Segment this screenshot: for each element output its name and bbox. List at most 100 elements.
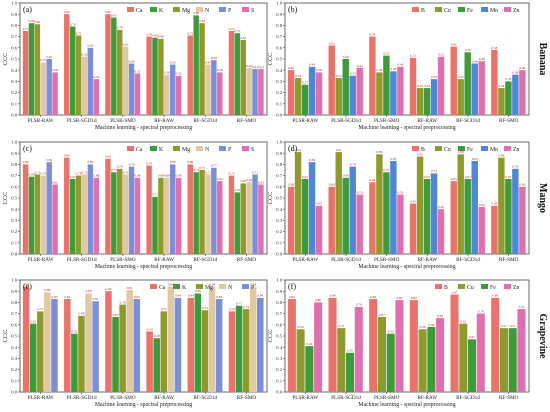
bar-K-RF-RAW — [152, 37, 158, 115]
bar-P-PLSR-RAW — [46, 59, 52, 115]
bar-S-PLSR-RAW — [52, 72, 58, 115]
x-tick-label: PLSR-SMO — [374, 257, 400, 263]
bar-Ca-PLSR-RAW — [22, 286, 30, 392]
bar-Ca-RF-SGD1d — [187, 35, 193, 116]
data-label: 0.70 — [228, 171, 234, 175]
bar-Zn-PLSR-RAW — [315, 205, 323, 254]
y-tick-label: 0.8 — [276, 23, 282, 28]
y-tick-label: 0.0 — [11, 252, 17, 257]
bar-N-RF-RAW — [164, 74, 170, 115]
y-tick-label: 0.3 — [11, 356, 17, 361]
bar-Mg-PLSR-SMO — [117, 29, 123, 116]
bar-N-PLSR-SMO — [126, 290, 133, 392]
data-label: 0.68 — [164, 174, 170, 178]
legend-swatch-N — [196, 146, 203, 151]
x-tick-label: RF-RAW — [417, 257, 437, 263]
x-tick-label: RF-SGD1d — [456, 118, 480, 124]
data-label: 0.40 — [438, 205, 444, 209]
y-tick-label: 0.2 — [276, 90, 282, 95]
data-label: 0.56 — [298, 325, 304, 329]
bar-B-PLSR-SMO — [369, 36, 376, 115]
data-label: 0.41 — [306, 342, 312, 346]
bar-Zn-RF-SMO — [519, 70, 526, 115]
legend-label-Cu: Cu — [444, 147, 451, 153]
data-label: 0.67 — [302, 175, 308, 179]
bar-Fe-RF-SGD1d — [464, 178, 471, 254]
bar-Ca-RF-RAW — [146, 165, 152, 254]
bar-Ca-PLSR-SGD1d — [64, 157, 70, 254]
data-label: 0.35 — [176, 72, 182, 76]
bar-S-PLSR-RAW — [52, 184, 58, 254]
data-label: 0.67 — [505, 175, 511, 179]
y-tick-label: 0.1 — [11, 240, 17, 245]
bar-Mg-RF-SMO — [240, 183, 246, 254]
data-label: 0.82 — [29, 19, 35, 23]
bar-K-PLSR-SGD1d — [69, 26, 76, 115]
data-label: 0.73 — [383, 168, 389, 172]
legend-label-P: P — [228, 8, 231, 14]
bar-P-RF-SMO — [252, 69, 258, 115]
data-label: 0.89 — [193, 11, 199, 15]
bar-Cu-PLSR-SMO — [376, 72, 383, 115]
bar-Cu-PLSR-RAW — [296, 329, 305, 392]
y-tick-label: 0.1 — [11, 101, 17, 106]
bar-B-RF-SGD1d — [450, 294, 459, 392]
bar-Fe-RF-SGD1d — [464, 52, 471, 115]
data-label: 0.90 — [105, 10, 111, 14]
data-label: 0.45 — [205, 60, 211, 64]
bar-N-PLSR-SMO — [122, 46, 129, 115]
data-label: 0.68 — [176, 174, 182, 178]
bar-N-PLSR-RAW — [44, 292, 51, 392]
bar-Mn-PLSR-RAW — [308, 162, 316, 254]
y-tick-label: 0.5 — [276, 196, 282, 201]
bar-B-RF-SGD1d — [450, 46, 457, 115]
bar-Cu-RF-SMO — [499, 328, 508, 392]
data-label: 0.36 — [512, 70, 518, 74]
legend-swatch-Ca — [127, 7, 134, 12]
bar-K-RF-SMO — [234, 192, 241, 254]
legend-swatch-Cu — [435, 146, 442, 151]
data-label: 0.67 — [113, 313, 119, 317]
data-label: 0.57 — [501, 324, 507, 328]
bar-Zn-PLSR-SMO — [397, 194, 404, 254]
data-label: 0.91 — [127, 286, 133, 290]
bar-Cu-PLSR-SMO — [376, 154, 383, 254]
legend-swatch-S — [242, 146, 249, 151]
data-label: 0.69 — [29, 173, 35, 177]
data-label: 0.33 — [295, 74, 301, 78]
x-tick-label: RF-SMO — [237, 118, 257, 124]
bar-N-PLSR-SGD1d — [81, 56, 88, 115]
bar-Cu-RF-SGD1d — [459, 323, 468, 392]
data-label: 0.81 — [93, 297, 99, 301]
data-label: 0.60 — [288, 183, 294, 187]
bar-Fe-PLSR-SMO — [386, 333, 395, 392]
panel-d: 0.0 0.1 0.2 0.3 0.4 0.5 0.6 0.7 0.8 0.9 1.0 CCC 0.60… — [267, 140, 530, 270]
legend-label-Fe: Fe — [490, 285, 496, 291]
bar-Cu-RF-SMO — [498, 88, 505, 115]
bar-Zn-RF-SGD1d — [478, 206, 485, 254]
y-tick-label: 1.0 — [11, 140, 17, 145]
y-tick-label: 0.2 — [276, 229, 282, 234]
legend-label-S: S — [251, 147, 254, 153]
bar-S-PLSR-SMO — [134, 177, 141, 254]
data-label: 0.83 — [64, 295, 70, 299]
bar-N-RF-SMO — [249, 286, 257, 392]
legend-label-N: N — [228, 285, 233, 291]
bar-Cu-RF-RAW — [416, 156, 424, 254]
bar-B-RF-SMO — [491, 50, 498, 115]
bar-Zn-PLSR-SMO — [395, 300, 404, 392]
bar-K-PLSR-SMO — [112, 316, 119, 392]
data-label: 0.84 — [330, 294, 336, 298]
legend-label-Ca: Ca — [136, 147, 143, 153]
legend-swatch-Mn — [481, 146, 488, 151]
bar-Fe-PLSR-SGD1d — [346, 352, 355, 392]
data-label: 0.80 — [170, 160, 176, 164]
legend-label-S: S — [251, 8, 254, 14]
bar-K-PLSR-RAW — [28, 176, 35, 254]
bar-Fe-PLSR-RAW — [301, 178, 309, 254]
data-label: 0.73 — [193, 168, 199, 172]
plot-frame — [284, 141, 530, 255]
bar-Mg-RF-SGD1d — [199, 170, 205, 254]
bar-Ca-RF-SMO — [228, 31, 235, 115]
data-label: 0.65 — [451, 177, 457, 181]
